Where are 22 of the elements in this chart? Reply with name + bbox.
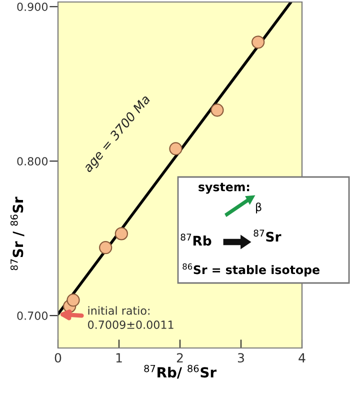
x-tick-label: 3 bbox=[238, 353, 244, 363]
annotation: $^{87}$Rb bbox=[180, 234, 212, 246]
point bbox=[252, 36, 265, 49]
annotation: β bbox=[256, 202, 262, 214]
y-tick-label: 0.800 bbox=[17, 157, 48, 166]
annotation: $^{86}$Sr = stable isotope bbox=[182, 263, 320, 276]
y-tick-label: 0.700 bbox=[17, 312, 48, 320]
y-axis-title: $^{87}$Sr / $^{86}$Sr bbox=[10, 196, 24, 270]
annotation: $^{87}$Sr bbox=[254, 230, 282, 242]
x-tick-label: 4 bbox=[298, 353, 306, 362]
point bbox=[114, 227, 128, 240]
x-tick-label: 0 bbox=[54, 353, 62, 363]
x-tick-label: 1 bbox=[116, 353, 122, 362]
annotation: system: bbox=[198, 182, 250, 194]
point bbox=[99, 241, 112, 254]
point bbox=[66, 294, 80, 307]
point bbox=[169, 142, 182, 156]
y-tick-label: 0.900 bbox=[17, 2, 48, 12]
x-tick-label: 2 bbox=[176, 353, 183, 362]
x-axis-title: $^{87}$Rb/ $^{86}$Sr bbox=[144, 364, 217, 379]
point bbox=[210, 104, 224, 117]
annotation: initial ratio: 0.7009±0.0011 bbox=[88, 306, 174, 329]
